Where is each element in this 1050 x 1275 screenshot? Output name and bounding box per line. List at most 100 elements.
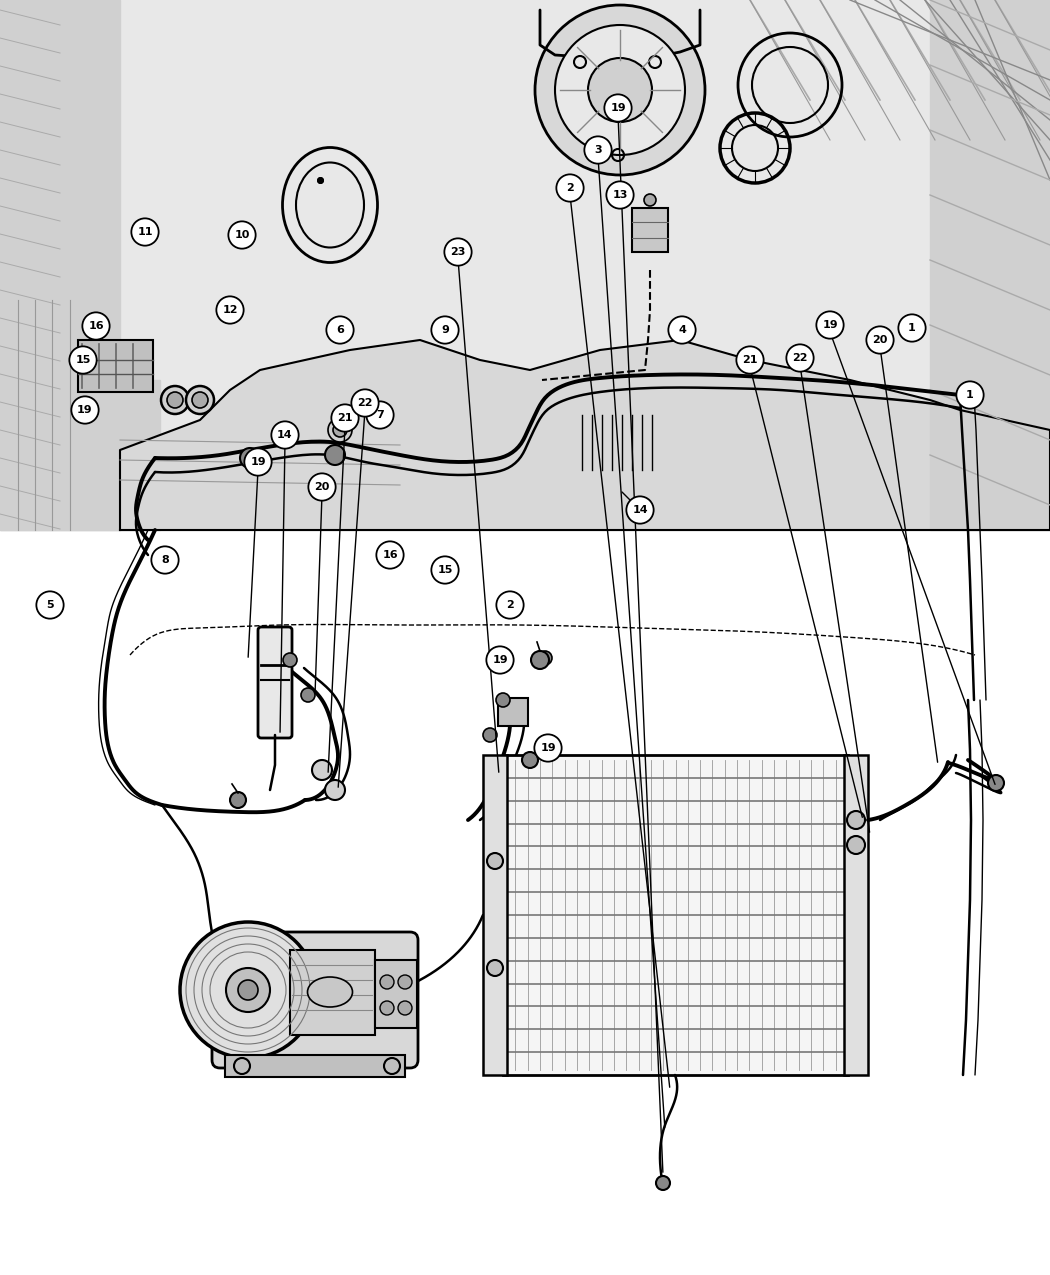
Text: 4: 4 [678,325,686,335]
Circle shape [328,418,352,442]
Text: 7: 7 [376,411,384,419]
Text: 22: 22 [357,398,373,408]
Circle shape [988,775,1004,790]
Polygon shape [120,340,1050,530]
Text: 12: 12 [223,305,237,315]
Text: 2: 2 [506,601,513,609]
Circle shape [398,975,412,989]
Circle shape [380,975,394,989]
Circle shape [398,1001,412,1015]
Text: 13: 13 [612,190,628,200]
Circle shape [69,347,97,374]
Circle shape [585,136,612,163]
Bar [503,755,848,1075]
Circle shape [444,238,471,265]
Text: 20: 20 [873,335,887,346]
Bar [375,960,417,1028]
Circle shape [167,391,183,408]
Circle shape [366,402,394,428]
Polygon shape [930,0,1050,530]
FancyBboxPatch shape [258,627,292,738]
Circle shape [556,175,584,201]
Bar [498,697,528,725]
Circle shape [226,968,270,1012]
Circle shape [605,94,632,121]
Text: 19: 19 [822,320,838,330]
Circle shape [240,448,260,468]
Text: 19: 19 [540,743,555,754]
Circle shape [284,653,297,667]
Circle shape [588,57,652,122]
Circle shape [644,194,656,207]
Circle shape [522,752,538,768]
Polygon shape [0,0,160,530]
Circle shape [957,381,984,409]
Circle shape [432,316,459,344]
Bar [78,340,153,391]
Circle shape [180,922,316,1058]
Circle shape [847,811,865,829]
Text: 5: 5 [46,601,54,609]
Circle shape [271,421,298,449]
Bar [844,755,868,1075]
Circle shape [497,592,524,618]
Circle shape [816,311,843,339]
FancyBboxPatch shape [212,932,418,1068]
Circle shape [847,836,865,854]
Circle shape [627,496,654,524]
Text: 16: 16 [88,321,104,332]
Text: 14: 14 [277,430,293,440]
Circle shape [866,326,894,353]
Circle shape [486,646,513,673]
Text: 3: 3 [594,145,602,156]
Circle shape [82,312,109,339]
Circle shape [432,556,459,584]
Circle shape [228,222,255,249]
Circle shape [301,688,315,703]
Polygon shape [0,0,1050,530]
Text: 16: 16 [382,550,398,560]
Text: 15: 15 [76,354,90,365]
Circle shape [786,344,814,371]
Circle shape [192,391,208,408]
Text: 21: 21 [337,413,353,423]
Circle shape [332,404,359,432]
Circle shape [312,760,332,780]
Circle shape [238,980,258,1000]
Circle shape [326,780,345,799]
Circle shape [376,542,403,569]
Text: 14: 14 [632,505,648,515]
Text: 20: 20 [314,482,330,492]
Text: 19: 19 [492,655,508,666]
Text: 21: 21 [742,354,758,365]
Bar [0,620,1050,1275]
Circle shape [899,315,926,342]
Text: 1: 1 [966,390,974,400]
Circle shape [230,792,246,808]
Bar [483,755,507,1075]
Circle shape [309,473,336,501]
Text: 22: 22 [793,353,807,363]
Bar [225,1054,405,1077]
Circle shape [531,652,549,669]
Text: 1: 1 [908,323,916,333]
Circle shape [538,652,552,666]
Text: 2: 2 [566,184,574,193]
Circle shape [606,181,633,209]
Bar [290,950,375,1035]
Circle shape [380,1001,394,1015]
Text: 10: 10 [234,230,250,240]
Circle shape [161,386,189,414]
Bar [632,208,668,252]
Circle shape [483,728,497,742]
Circle shape [37,592,64,618]
Circle shape [333,423,347,437]
Text: 11: 11 [138,227,152,237]
Text: 23: 23 [450,247,466,258]
Circle shape [487,960,503,975]
Circle shape [736,347,763,374]
Circle shape [71,397,99,423]
Circle shape [186,386,214,414]
Text: 19: 19 [78,405,92,414]
Circle shape [216,296,244,324]
